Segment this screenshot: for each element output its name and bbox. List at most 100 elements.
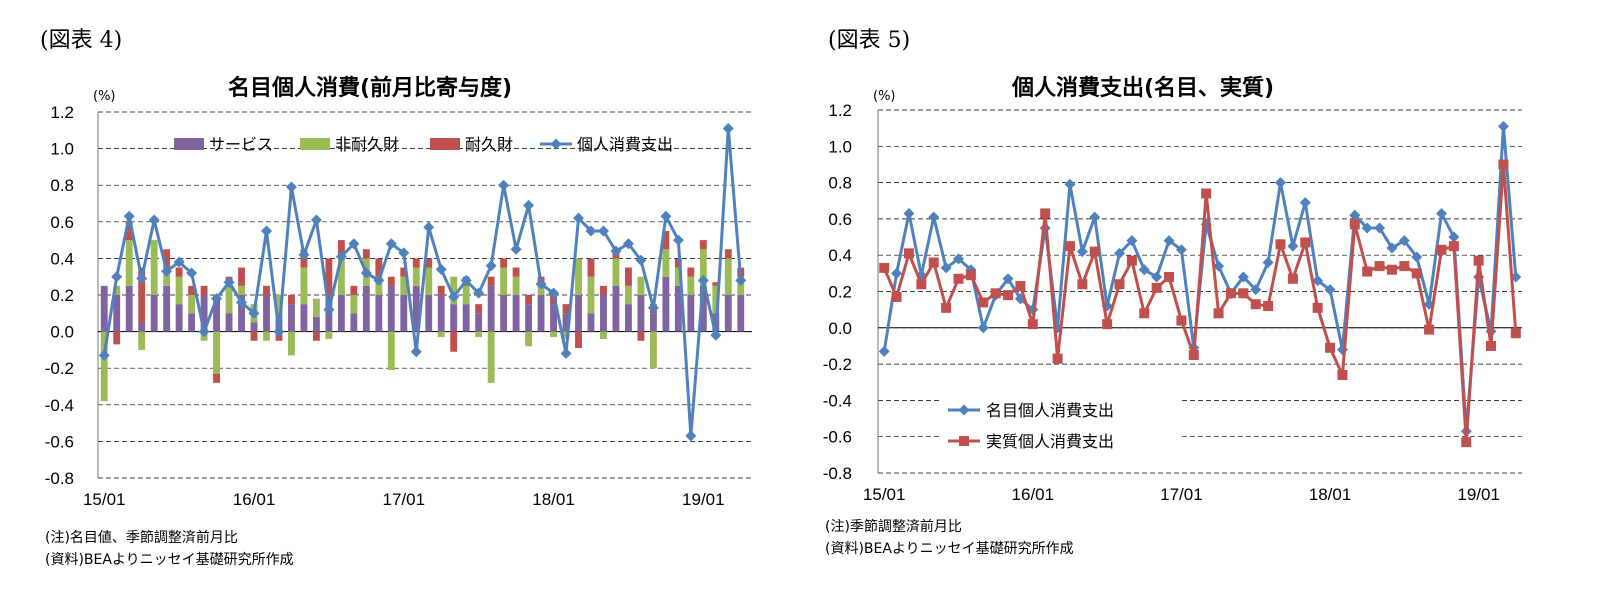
data-point [1076,246,1088,258]
bar-segment [550,304,557,332]
data-point [1089,211,1101,223]
bar-segment [150,295,158,332]
bar-segment [288,304,295,332]
x-tick-label: 18/01 [532,490,575,509]
bar-segment [699,240,707,250]
bar-segment [387,331,395,371]
bar-segment [125,285,133,332]
y-tick-label: 1.0 [828,137,852,156]
data-point [1064,178,1076,190]
bar-segment [362,249,370,259]
bar-segment [649,331,657,369]
bar-segment [238,295,245,332]
data-point [1164,271,1175,282]
bar-segment [575,331,582,349]
data-point [891,267,903,279]
data-point [573,212,585,224]
data-point [1077,279,1088,290]
bar-segment [100,285,108,332]
legend-marker [959,436,969,446]
data-point [298,249,310,261]
bar-segment [637,295,645,332]
data-point [248,307,260,319]
legend-label: 個人消費支出 [577,136,673,154]
bar-segment [512,276,520,295]
data-point [410,346,422,358]
data-point [186,267,198,279]
bar-segment [525,331,533,347]
data-point [940,262,952,274]
data-point [560,348,572,360]
y-tick-label: -0.6 [45,432,74,451]
bar-segment [325,331,333,339]
data-point [1436,244,1447,255]
bar-segment [587,258,595,277]
bar-segment [163,285,171,332]
y-tick-label: -0.8 [823,464,852,483]
bar-segment [625,304,632,332]
bar-segment [537,285,545,295]
bar-segment [625,285,632,305]
bar-segment [125,240,133,286]
bar-segment [662,249,670,277]
data-point [1238,288,1249,299]
data-point [610,245,622,257]
data-point [1064,241,1075,252]
bar-segment [562,331,570,339]
data-point [953,273,964,284]
data-point [1510,328,1521,339]
bar-segment [263,295,270,332]
data-point [448,291,460,303]
data-point [1324,284,1336,296]
x-tick-label: 17/01 [383,490,426,509]
bar-segment [600,285,607,295]
bar-segment [437,285,445,295]
data-point [1398,235,1410,247]
bar-segment [462,304,470,332]
legend-label: 耐久財 [465,136,513,154]
bar-segment [450,304,458,332]
bar-segment [312,316,320,332]
bar-segment [188,285,196,295]
data-point [1361,222,1373,234]
data-point [1300,237,1311,248]
data-point [1473,255,1484,266]
data-point [1411,268,1422,279]
y-tick-label: -0.2 [45,359,74,378]
data-point [1225,288,1236,299]
data-point [1374,261,1385,272]
data-point [585,225,597,237]
data-point [735,274,747,286]
bar-segment [475,331,483,338]
x-tick-label: 16/01 [233,490,276,509]
y-tick-label: 0.2 [50,286,74,305]
bar-segment [724,295,732,332]
data-point [1213,260,1225,272]
y-tick-label: -0.6 [823,428,852,447]
y-tick-label: -0.4 [45,396,74,415]
data-point [1424,324,1435,335]
bar-segment [138,267,146,323]
data-point [148,214,160,226]
bar-segment [400,276,408,295]
bar-segment [475,304,483,314]
data-point [1448,231,1460,243]
data-point [722,122,734,134]
data-point [348,238,360,250]
bar-segment [362,285,370,332]
data-point [685,430,697,442]
data-point [373,274,385,286]
data-point [1448,241,1459,252]
bar-segment [525,295,533,305]
bar-segment [400,267,408,277]
bar-segment [512,295,520,332]
data-point [285,181,297,193]
series-line [102,128,743,437]
chart-right: -0.8 -0.6 -0.4 -0.2 0.0 0.2 0.4 0.6 0.8 1.0 1.2 15/… [823,101,1522,504]
data-point [1287,240,1299,252]
y-tick-label: 0.6 [50,213,74,232]
data-point [1213,308,1224,319]
bar-segment [275,295,283,314]
bar-segment [100,331,108,402]
legend-swatch [174,138,204,150]
